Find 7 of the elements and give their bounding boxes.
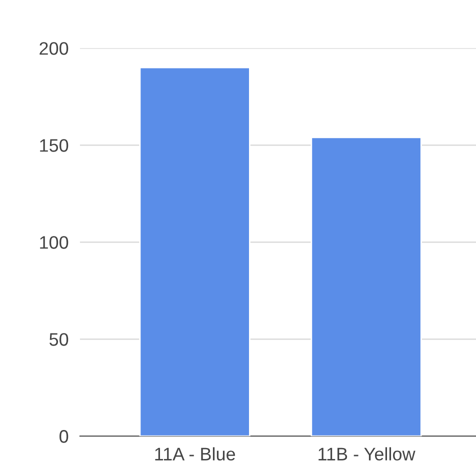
x-tick-label: 11B - Yellow	[318, 447, 416, 460]
y-tick-label: 100	[40, 236, 68, 249]
y-tick-label: 0	[60, 430, 68, 443]
y-tick-label: 200	[40, 42, 68, 55]
x-tick-label: 11A - Blue	[155, 447, 236, 460]
y-tick-label: 50	[50, 333, 68, 346]
y-tick-label: 150	[40, 139, 68, 152]
